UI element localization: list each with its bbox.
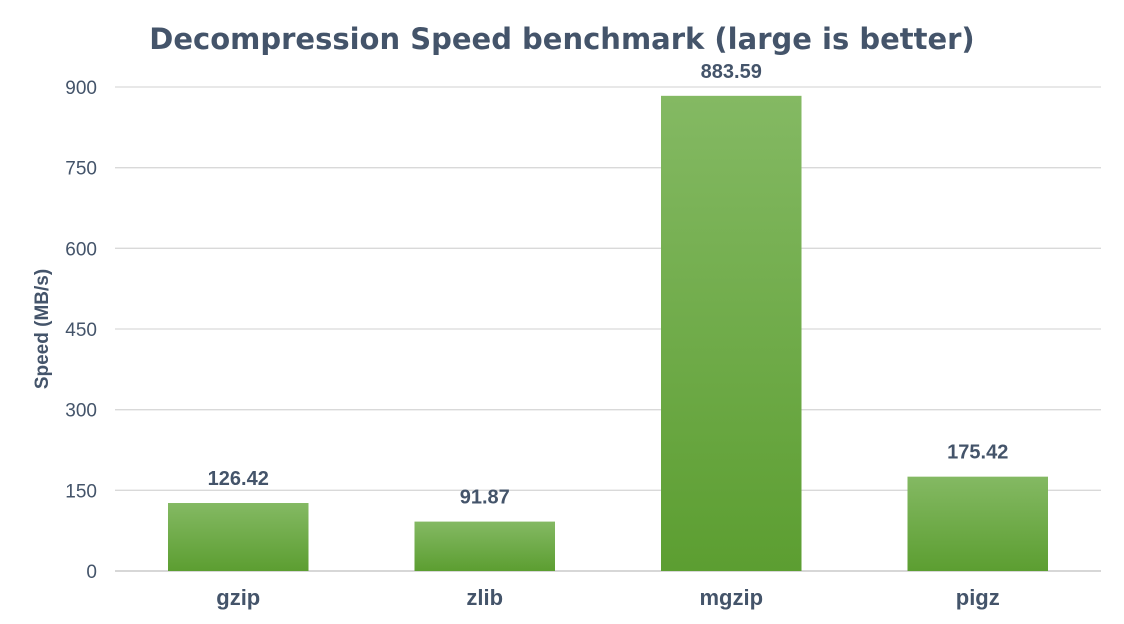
y-tick-label: 900 xyxy=(65,78,97,99)
bars xyxy=(167,95,1049,571)
chart-title: Decompression Speed benchmark (large is … xyxy=(149,22,974,56)
y-tick-label: 600 xyxy=(65,239,97,260)
x-category-label: pigz xyxy=(956,585,1000,610)
y-axis-label: Speed (MB/s) xyxy=(32,269,53,389)
bar-mgzip xyxy=(660,95,802,571)
gridlines xyxy=(115,86,1101,572)
x-category-label: zlib xyxy=(466,585,503,610)
bar-pigz xyxy=(907,476,1049,571)
bar-zlib xyxy=(414,521,556,571)
data-label-gzip: 126.42 xyxy=(208,468,269,490)
y-tick-label: 750 xyxy=(65,159,97,180)
x-category-label: mgzip xyxy=(699,585,763,610)
y-tick-label: 150 xyxy=(65,481,97,502)
data-labels: 126.42 91.87 883.59 175.42 xyxy=(208,61,1009,509)
x-category-label: gzip xyxy=(216,585,260,610)
bar-gzip xyxy=(167,503,309,571)
y-tick-label: 0 xyxy=(86,562,97,583)
data-label-pigz: 175.42 xyxy=(947,442,1008,464)
y-tick-label: 450 xyxy=(65,320,97,341)
y-tick-label: 300 xyxy=(65,401,97,422)
y-axis-ticks: 0 150 300 450 600 750 900 xyxy=(65,78,97,583)
data-label-zlib: 91.87 xyxy=(460,487,510,509)
x-axis-categories: gzip zlib mgzip pigz xyxy=(216,585,1000,610)
data-label-mgzip: 883.59 xyxy=(701,61,762,83)
